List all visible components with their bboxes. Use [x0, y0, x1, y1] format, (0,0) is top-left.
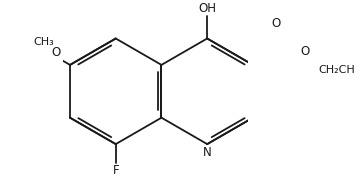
Text: N: N	[203, 146, 212, 159]
Text: CH₃: CH₃	[33, 37, 54, 47]
Text: OH: OH	[198, 2, 216, 15]
Text: O: O	[301, 45, 310, 58]
Text: CH₂CH₃: CH₂CH₃	[318, 65, 354, 75]
Text: F: F	[113, 164, 119, 177]
Text: O: O	[271, 17, 280, 30]
Text: O: O	[51, 46, 61, 59]
